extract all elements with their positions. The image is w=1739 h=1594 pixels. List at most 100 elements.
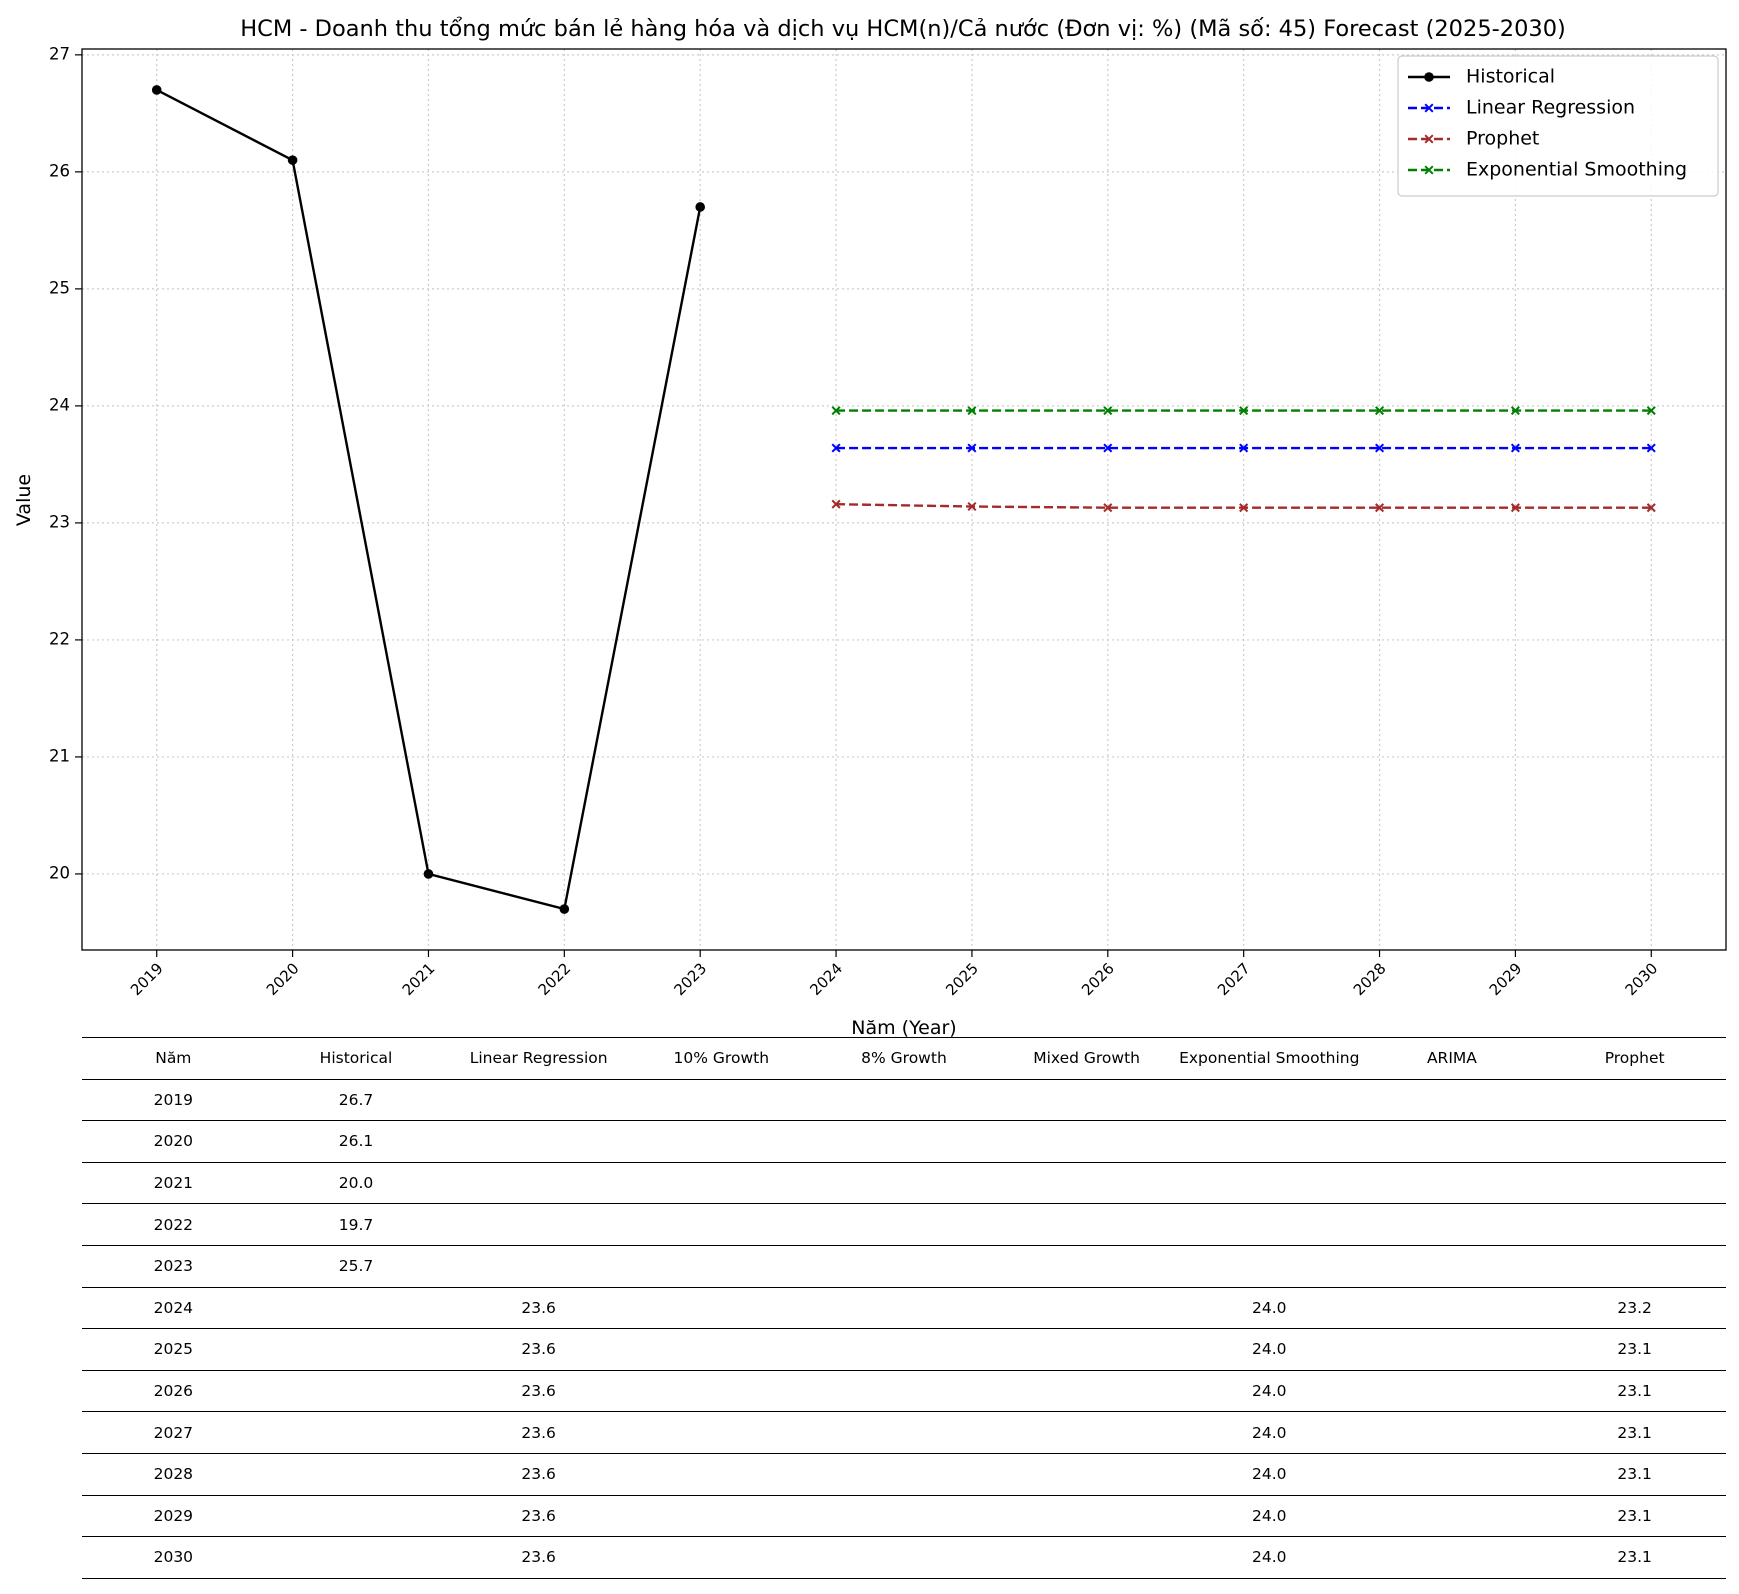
table-cell bbox=[264, 1536, 448, 1579]
table-cell bbox=[447, 1162, 630, 1205]
table-cell bbox=[629, 1203, 813, 1246]
table-cell: 23.6 bbox=[447, 1453, 630, 1496]
table-cell: 24.0 bbox=[1177, 1287, 1361, 1330]
forecast-table: Năm Historical Linear Regression 10% Growth… bbox=[82, 1037, 1726, 1579]
x-tick-label: 2022 bbox=[535, 959, 575, 999]
table-cell: 23.6 bbox=[447, 1411, 630, 1454]
legend-label: Historical bbox=[1466, 66, 1555, 88]
table-cell: 2029 bbox=[82, 1495, 265, 1538]
legend-entry: Linear Regression bbox=[1408, 97, 1635, 119]
table-header-cell: Prophet bbox=[1543, 1037, 1726, 1080]
table-cell bbox=[1360, 1203, 1544, 1246]
table-cell: 24.0 bbox=[1177, 1453, 1361, 1496]
table-cell bbox=[1543, 1162, 1726, 1205]
table-cell bbox=[812, 1120, 996, 1163]
table-cell bbox=[629, 1453, 813, 1496]
data-point bbox=[831, 406, 841, 416]
table-cell: 23.6 bbox=[447, 1370, 630, 1413]
table-cell bbox=[812, 1411, 996, 1454]
data-point bbox=[1510, 503, 1520, 513]
table-cell bbox=[995, 1453, 1178, 1496]
table-cell bbox=[812, 1370, 996, 1413]
data-point bbox=[1239, 443, 1249, 453]
table-cell: 23.1 bbox=[1543, 1328, 1726, 1371]
table-cell: 2019 bbox=[82, 1079, 265, 1122]
table-header-cell: 8% Growth bbox=[812, 1037, 996, 1080]
series-linear-regression bbox=[831, 443, 1656, 453]
table-cell: 26.7 bbox=[264, 1079, 448, 1122]
table-cell bbox=[264, 1495, 448, 1538]
data-point bbox=[967, 502, 977, 512]
table-body: 2019 26.7 2020 26.1 2021 20.0 2022 19.7 2023 25.7… bbox=[82, 1079, 1726, 1579]
data-point bbox=[423, 869, 434, 879]
table-cell bbox=[1360, 1411, 1544, 1454]
table-cell: 2023 bbox=[82, 1245, 265, 1288]
x-tick-label: 2019 bbox=[127, 959, 167, 999]
table-cell bbox=[1543, 1245, 1726, 1288]
table-cell bbox=[1543, 1120, 1726, 1163]
legend-label: Prophet bbox=[1466, 128, 1539, 150]
table-cell bbox=[1177, 1162, 1361, 1205]
table-cell bbox=[995, 1079, 1178, 1122]
x-tick-label: 2020 bbox=[263, 959, 303, 999]
table-cell: 24.0 bbox=[1177, 1495, 1361, 1538]
table-cell: 2030 bbox=[82, 1536, 265, 1579]
table-header-cell: ARIMA bbox=[1360, 1037, 1544, 1080]
table-cell bbox=[995, 1328, 1178, 1371]
data-point bbox=[1103, 406, 1113, 416]
legend-label: Linear Regression bbox=[1466, 97, 1635, 119]
table-cell bbox=[995, 1120, 1178, 1163]
table-cell bbox=[1360, 1245, 1544, 1288]
table-cell: 23.6 bbox=[447, 1328, 630, 1371]
x-tick-label: 2029 bbox=[1486, 959, 1526, 999]
data-point bbox=[287, 155, 298, 165]
table-cell: 24.0 bbox=[1177, 1370, 1361, 1413]
table-row: 2027 23.6 24.0 23.1 bbox=[82, 1411, 1726, 1454]
table-cell bbox=[1177, 1245, 1361, 1288]
table-cell: 2026 bbox=[82, 1370, 265, 1413]
y-axis-label: Value bbox=[13, 474, 35, 526]
table-cell bbox=[1360, 1495, 1544, 1538]
data-point bbox=[831, 499, 841, 509]
table-cell bbox=[1360, 1453, 1544, 1496]
table-cell bbox=[629, 1536, 813, 1579]
table-header-cell: Exponential Smoothing bbox=[1177, 1037, 1361, 1080]
data-point bbox=[1375, 406, 1385, 416]
x-tick-label: 2030 bbox=[1622, 959, 1662, 999]
table-header-cell: Mixed Growth bbox=[995, 1037, 1178, 1080]
data-point bbox=[831, 443, 841, 453]
data-point bbox=[1510, 443, 1520, 453]
table-row: 2019 26.7 bbox=[82, 1079, 1726, 1122]
data-point bbox=[1375, 443, 1385, 453]
table-cell bbox=[629, 1411, 813, 1454]
x-tick-label: 2021 bbox=[399, 959, 439, 999]
y-tick-label: 22 bbox=[49, 629, 70, 648]
table-cell bbox=[629, 1287, 813, 1330]
table-cell bbox=[264, 1370, 448, 1413]
table-cell: 23.6 bbox=[447, 1287, 630, 1330]
table-cell bbox=[812, 1453, 996, 1496]
table-cell bbox=[1360, 1162, 1544, 1205]
table-cell bbox=[812, 1162, 996, 1205]
x-tick-label: 2023 bbox=[670, 959, 710, 999]
table-cell: 24.0 bbox=[1177, 1328, 1361, 1371]
table-cell: 23.1 bbox=[1543, 1453, 1726, 1496]
table-cell bbox=[812, 1328, 996, 1371]
table-cell bbox=[1360, 1287, 1544, 1330]
y-tick-label: 24 bbox=[49, 395, 70, 414]
table-cell: 23.6 bbox=[447, 1495, 630, 1538]
table-cell: 2024 bbox=[82, 1287, 265, 1330]
table-cell: 24.0 bbox=[1177, 1411, 1361, 1454]
table-row: 2028 23.6 24.0 23.1 bbox=[82, 1453, 1726, 1496]
y-tick-label: 26 bbox=[49, 161, 70, 180]
legend-entry: Exponential Smoothing bbox=[1408, 159, 1687, 181]
data-point bbox=[1510, 406, 1520, 416]
data-point bbox=[1103, 503, 1113, 513]
table-cell: 24.0 bbox=[1177, 1536, 1361, 1579]
data-point bbox=[695, 202, 705, 212]
table-cell bbox=[995, 1287, 1178, 1330]
table-cell bbox=[447, 1079, 630, 1122]
x-tick-label: 2028 bbox=[1350, 959, 1390, 999]
series-historical bbox=[151, 85, 705, 914]
legend-box bbox=[1397, 55, 1719, 197]
